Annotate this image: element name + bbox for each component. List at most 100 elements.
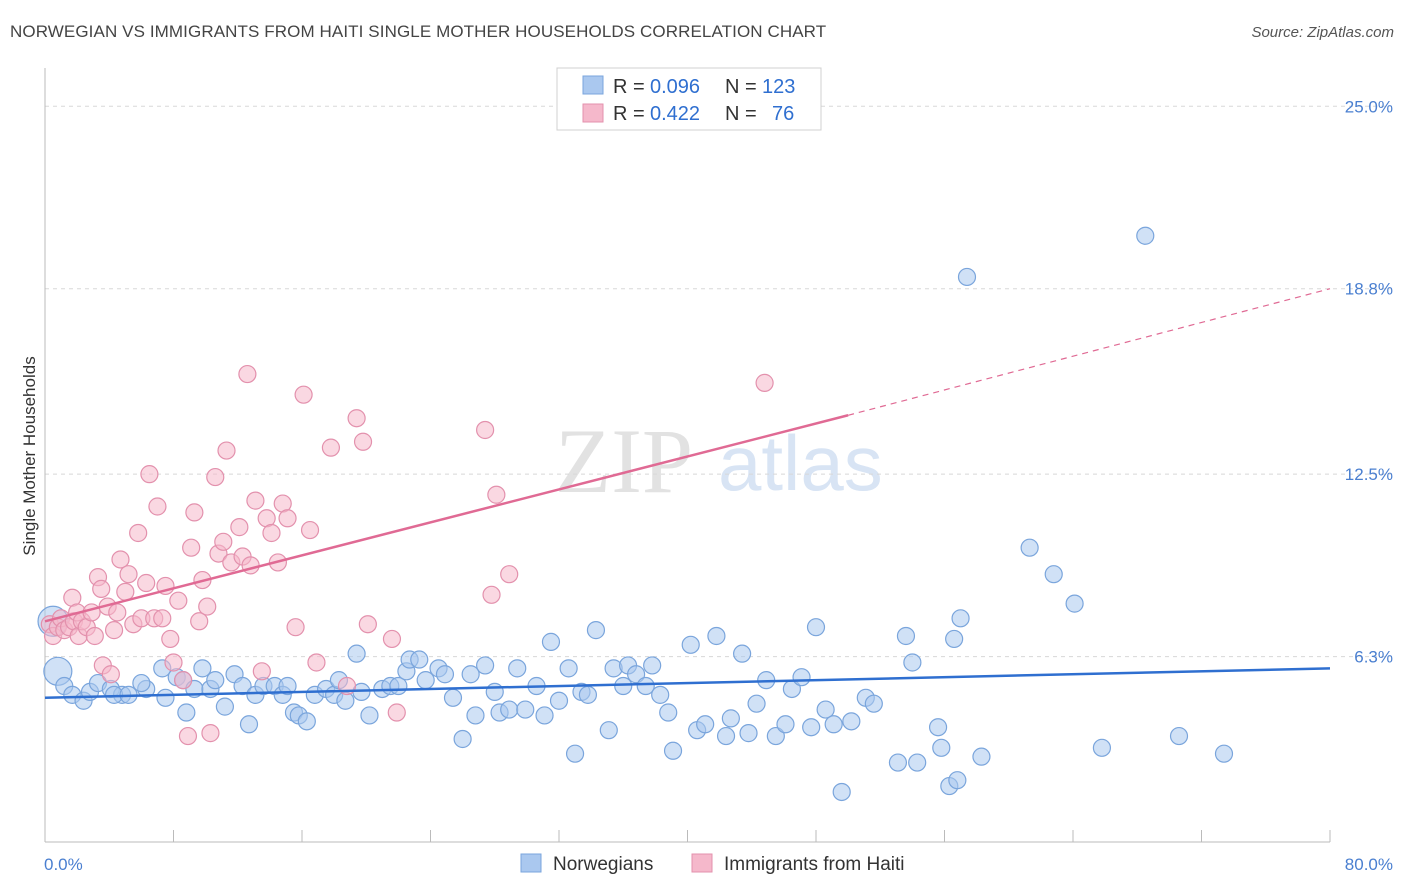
norwegians-point (766, 726, 785, 746)
haiti-point (116, 582, 135, 601)
bottom-legend-label-norwegians: Norwegians (553, 854, 653, 875)
norwegians-point (347, 644, 366, 663)
stats-n-value-1: 123 (762, 76, 795, 98)
haiti-point (387, 703, 406, 722)
norwegians-point (716, 726, 736, 746)
haiti-trend-line (44, 414, 849, 623)
y-tick-label: 18.8% (1345, 280, 1393, 299)
haiti-swatch (582, 103, 604, 123)
norwegians-point (586, 621, 606, 640)
haiti-point (347, 409, 366, 428)
norwegians-point (233, 676, 252, 696)
norwegians-point (733, 644, 752, 663)
haiti-point (174, 671, 193, 690)
haiti-point (101, 665, 120, 684)
norwegians-point (508, 659, 527, 678)
haiti-point (164, 653, 183, 672)
haiti-point (382, 629, 402, 649)
y-tick-labels: 6.3% 12.5% 18.8% 25.0% (1345, 97, 1393, 666)
haiti-point (755, 373, 774, 392)
haiti-point (476, 420, 495, 440)
haiti-point (153, 609, 172, 628)
norwegians-point (696, 715, 715, 734)
norwegians-point (535, 706, 554, 725)
norwegians-point (453, 729, 472, 749)
norwegians-point (903, 653, 922, 672)
source-label: Source: ZipAtlas.com (1251, 24, 1394, 41)
haiti-point (92, 579, 111, 599)
haiti-point (300, 520, 320, 540)
x-tick-label-max: 80.0% (1345, 855, 1393, 874)
haiti-point (178, 726, 198, 746)
norwegians-point (443, 688, 463, 707)
haiti-point (119, 565, 138, 584)
y-tick-label: 6.3% (1354, 648, 1393, 667)
norwegians-point (435, 665, 455, 684)
norwegians-point (888, 753, 908, 772)
norwegians-point (776, 715, 795, 734)
norwegians-point (516, 700, 535, 719)
haiti-point (82, 603, 101, 622)
bottom-legend-label-haiti: Immigrants from Haiti (724, 854, 905, 875)
norwegians-point (957, 267, 977, 287)
norwegians-point (972, 747, 991, 766)
haiti-point (169, 591, 188, 610)
norwegians-point (297, 712, 316, 731)
haiti-point (190, 612, 209, 631)
norwegians-point (896, 626, 916, 646)
norwegians-point (721, 709, 740, 728)
haiti-point (108, 603, 127, 622)
haiti-point (294, 385, 313, 404)
haiti-point (104, 621, 124, 640)
norwegians-point (816, 700, 835, 719)
norwegians-point (948, 771, 967, 790)
norwegians-point (1169, 726, 1189, 746)
haiti-point (246, 491, 265, 510)
haiti-point (161, 629, 180, 649)
norwegians-point (1092, 738, 1112, 757)
y-tick-label: 25.0% (1345, 97, 1393, 116)
norwegians-point (215, 697, 234, 716)
haiti-point (140, 465, 159, 484)
norwegians-point (360, 706, 379, 725)
watermark-atlas: atlas (718, 419, 883, 507)
haiti-point (182, 538, 201, 557)
norwegians-point (832, 782, 851, 802)
norwegians-point (193, 659, 212, 678)
norwegians-point (651, 685, 670, 704)
haiti-point (358, 615, 377, 634)
haiti-point (148, 497, 167, 516)
stats-n-value-2: 76 (772, 103, 794, 125)
norwegians-point (626, 665, 646, 684)
stats-r-value-2: 0.422 (650, 103, 700, 125)
norwegians-point (908, 753, 927, 772)
norwegians-point (485, 682, 504, 702)
norwegians-point (614, 676, 633, 696)
haiti-points (40, 364, 774, 746)
bottom-legend-swatch-norwegians (520, 853, 542, 873)
norwegians-point (663, 741, 683, 760)
norwegians-point (739, 724, 758, 743)
haiti-point (85, 626, 104, 646)
norwegians-point (659, 703, 678, 722)
haiti-trend-extrapolation (847, 288, 1331, 416)
y-axis-label: Single Mother Households (20, 356, 39, 555)
norwegians-point (549, 691, 569, 710)
norwegians-points (37, 226, 1234, 802)
haiti-point (262, 523, 281, 543)
norwegians-point (206, 671, 225, 690)
stats-n-label-2: N = (725, 103, 757, 125)
haiti-point (217, 441, 236, 460)
norwegians-point (864, 694, 883, 713)
haiti-point (214, 532, 233, 551)
norwegians-point (1136, 226, 1155, 245)
norwegians-point (410, 650, 429, 669)
trend-lines (44, 288, 1331, 700)
haiti-point (252, 662, 271, 681)
norwegians-point (928, 718, 948, 737)
norwegians-point (643, 656, 662, 675)
norwegians-point (945, 629, 964, 649)
norwegians-point (681, 635, 700, 654)
norwegians-point (565, 744, 585, 763)
